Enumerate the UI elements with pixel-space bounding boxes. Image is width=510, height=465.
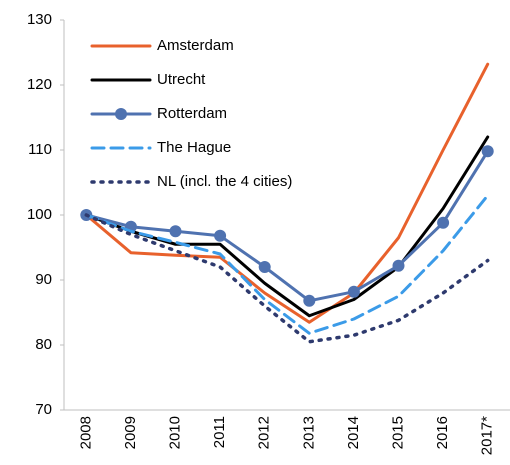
x-tick-label: 2010	[166, 416, 183, 449]
y-tick-label: 110	[28, 141, 52, 158]
y-tick-label: 80	[35, 336, 52, 353]
legend-label: Rotterdam	[157, 105, 227, 122]
point-marker	[437, 216, 450, 229]
point-marker	[303, 294, 316, 307]
y-tick-label: 130	[27, 11, 52, 28]
x-tick-label: 2009	[122, 416, 139, 449]
y-tick-label: 70	[35, 401, 52, 418]
point-marker	[481, 145, 494, 158]
point-marker	[392, 259, 405, 272]
series-line	[84, 149, 490, 303]
point-marker	[214, 229, 227, 242]
legend-label: Amsterdam	[157, 37, 234, 54]
y-tick-label: 100	[27, 206, 52, 223]
y-tick-label: 90	[35, 271, 52, 288]
x-tick-label: 2017*	[479, 416, 496, 455]
point-marker	[347, 285, 360, 298]
y-tick-label: 120	[27, 76, 52, 93]
series-line	[84, 135, 490, 318]
x-tick-label: 2015	[389, 416, 406, 449]
x-tick-label: 2016	[434, 416, 451, 449]
series-line	[84, 194, 490, 335]
x-tick-label: 2014	[345, 416, 362, 449]
legend-marker	[115, 108, 127, 120]
point-marker	[169, 225, 182, 238]
series-line	[84, 62, 490, 324]
series-line	[84, 213, 490, 344]
legend-label: The Hague	[157, 139, 231, 156]
point-marker	[258, 261, 271, 273]
x-tick-label: 2008	[77, 416, 94, 449]
legend-label: NL (incl. the 4 cities)	[157, 173, 292, 190]
x-tick-label: 2011	[211, 416, 228, 448]
x-tick-label: 2012	[256, 416, 273, 449]
x-tick-label: 2013	[300, 416, 317, 449]
legend-label: Utrecht	[157, 71, 206, 88]
